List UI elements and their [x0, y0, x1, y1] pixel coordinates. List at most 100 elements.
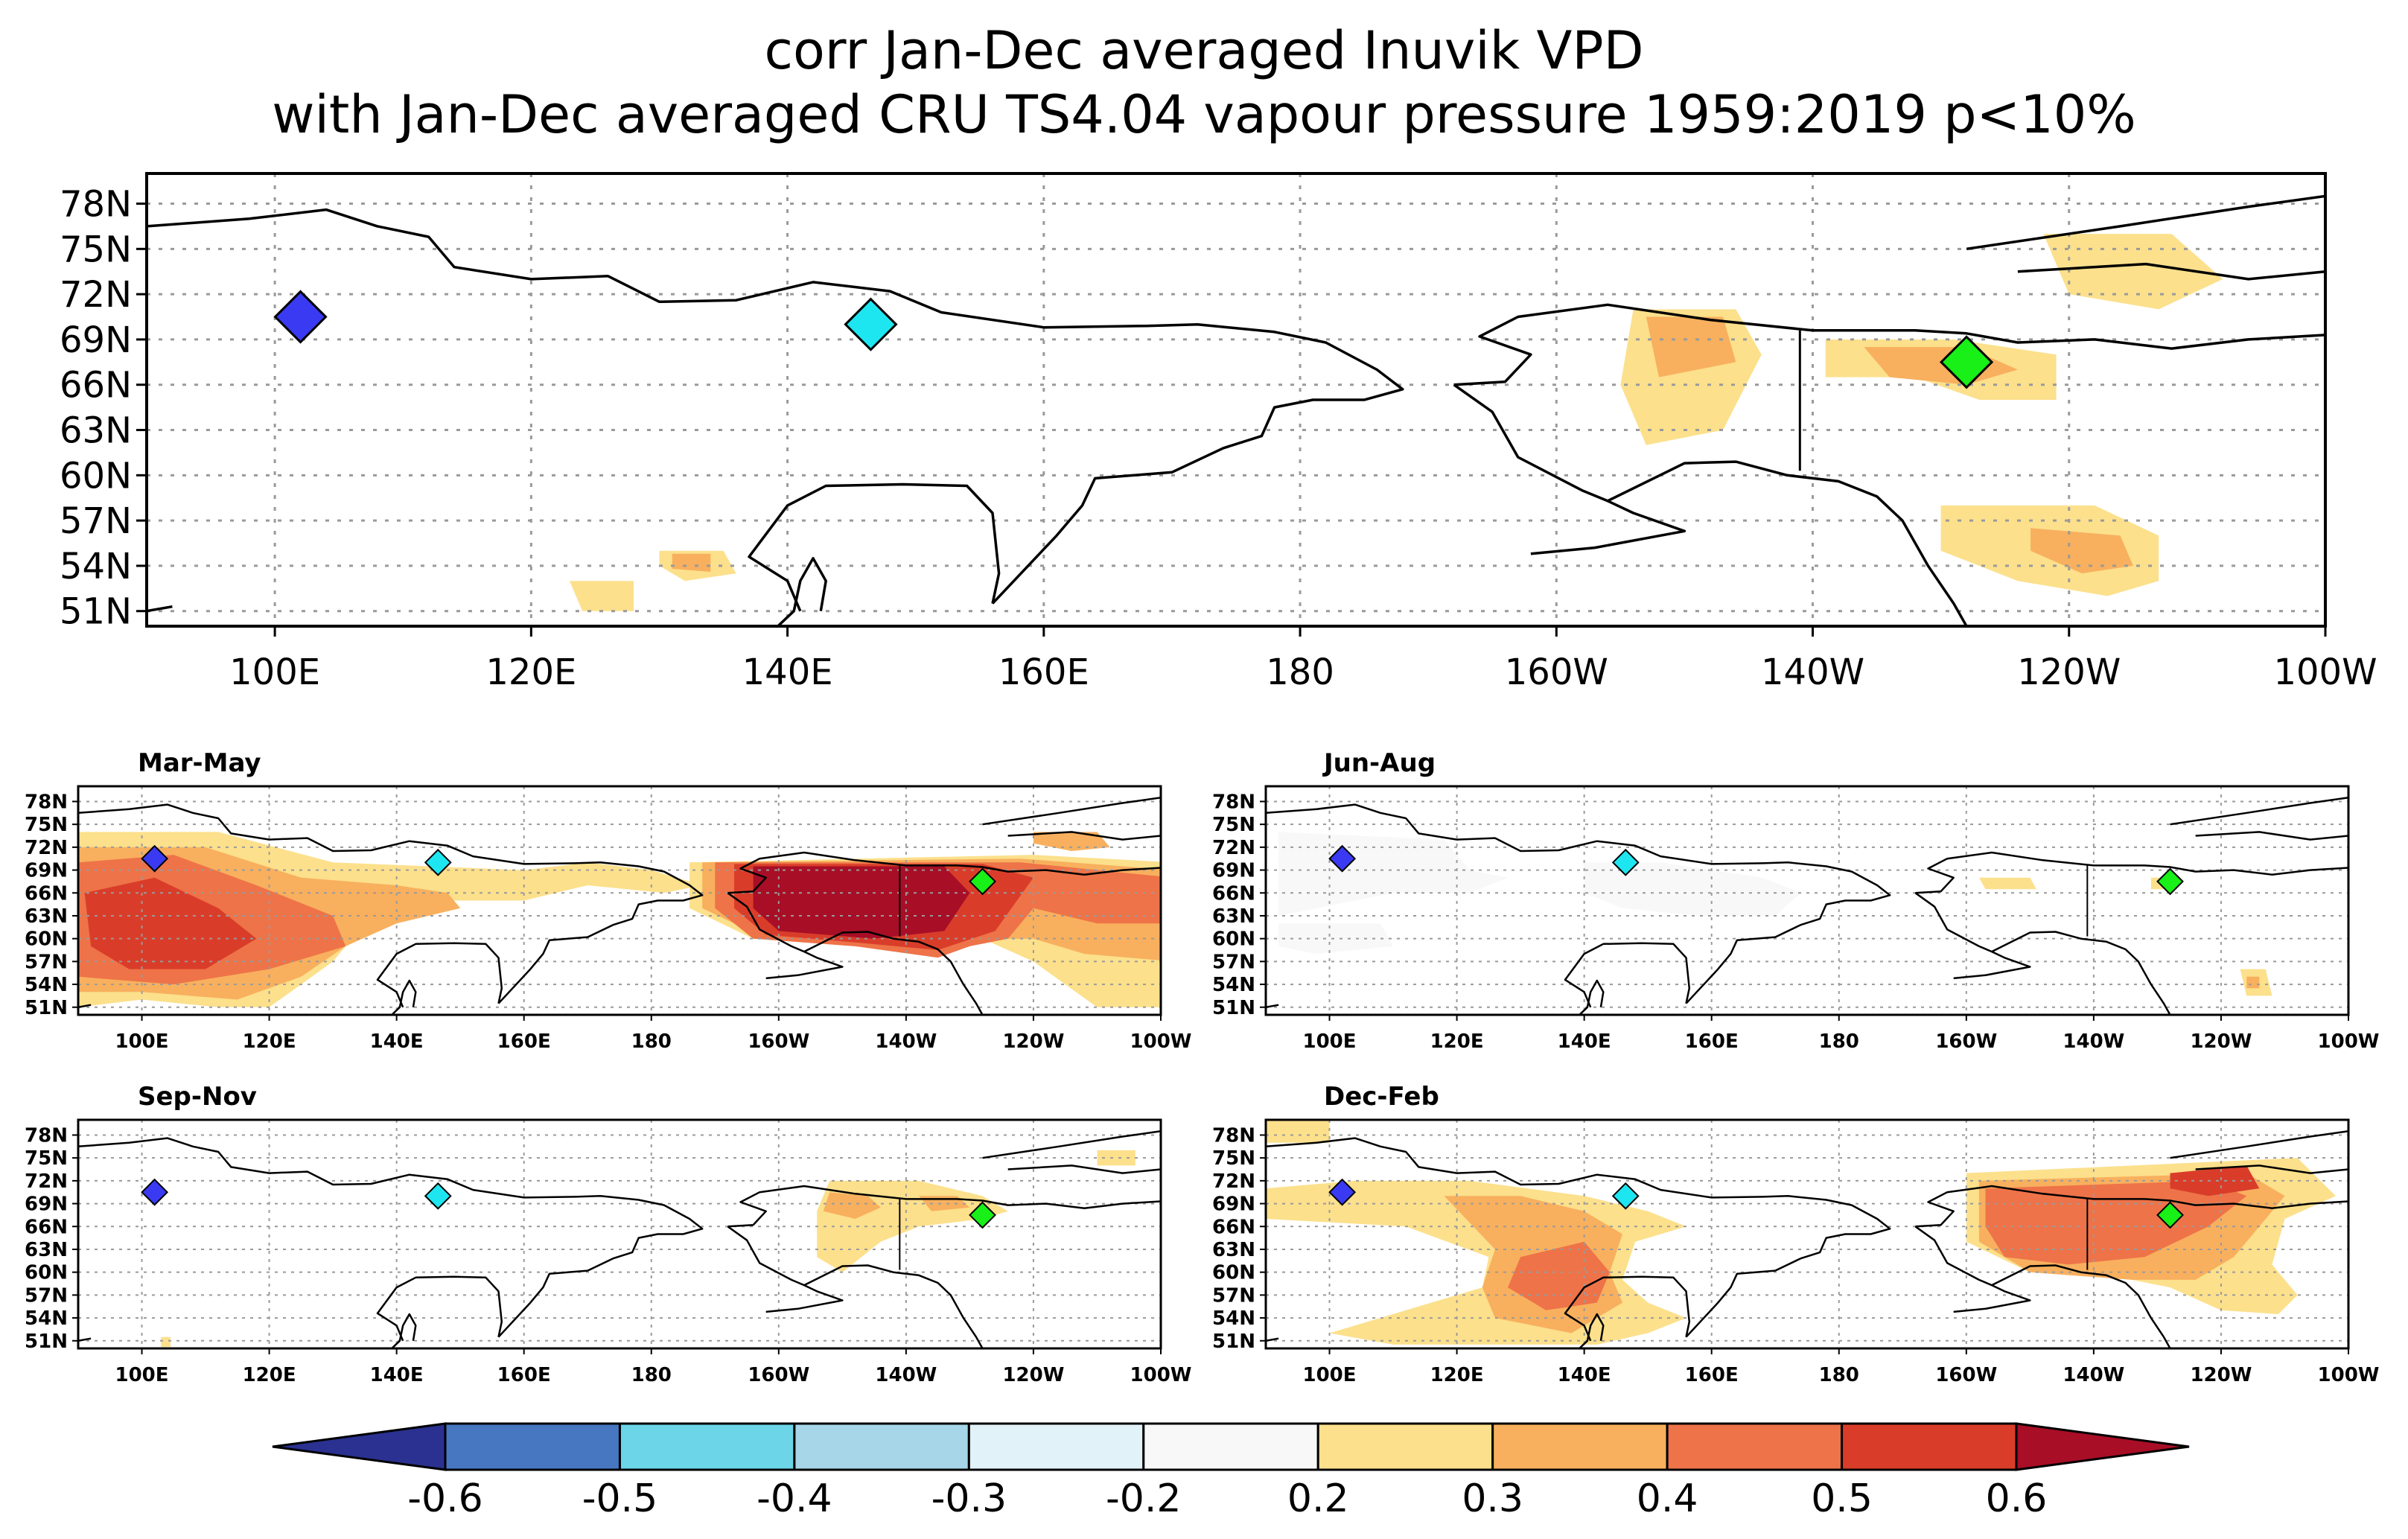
lat-tick-label: 60N — [1212, 928, 1255, 951]
grid — [1266, 1120, 2348, 1348]
lat-tick-label: 63N — [1212, 905, 1255, 928]
field-patch-6 — [2246, 976, 2260, 989]
coastline — [147, 208, 1404, 605]
colorbar-extend-low — [272, 1422, 447, 1471]
coastline — [803, 931, 984, 1015]
panel-title-son: Sep-Nov — [138, 1082, 257, 1112]
panel-title-jja: Jun-Aug — [1322, 748, 1436, 778]
colorbar-box — [1142, 1422, 1319, 1471]
lon-tick-label: 160W — [1505, 651, 1608, 693]
coastlines — [1266, 1130, 2348, 1348]
lon-tick-label: 120W — [2017, 651, 2121, 693]
coastline — [1578, 1313, 1605, 1348]
site-marker-green-site — [2156, 1201, 2184, 1229]
lon-tick-label: 140W — [2063, 1030, 2124, 1053]
coastline — [1991, 1264, 2171, 1348]
site-marker-blue-site — [141, 844, 169, 873]
field-patch-9 — [2043, 234, 2223, 310]
lat-tick-label: 66N — [25, 1216, 68, 1238]
coastline — [1453, 303, 2325, 386]
site-marker-blue-site — [141, 1178, 169, 1206]
map-frame — [1264, 1118, 2350, 1350]
panel-title-mam: Mar-May — [138, 748, 261, 778]
lat-tick-label: 60N — [25, 1262, 68, 1284]
colorbar-box — [618, 1422, 796, 1471]
field-patch-1 — [1646, 316, 1736, 377]
lon-tick-label: 140E — [370, 1030, 424, 1053]
colorbar-extend-high — [2015, 1422, 2190, 1471]
lat-tick-label: 63N — [1212, 1239, 1255, 1261]
lon-tick-label: 140W — [1761, 651, 1864, 693]
panel-title-djf: Dec-Feb — [1324, 1082, 1439, 1112]
colorbar-label: 0.4 — [1637, 1476, 1698, 1521]
coastline — [1915, 1185, 2348, 1228]
field-patch-9 — [1033, 832, 1110, 851]
coastline — [1564, 942, 1691, 1008]
colorbar-box — [1841, 1422, 2018, 1471]
coastline — [1266, 1337, 1279, 1342]
grid — [78, 1120, 1161, 1348]
field-patch-3 — [1978, 877, 2036, 890]
lat-tick-label: 57N — [25, 951, 68, 973]
coastline — [1007, 1164, 1161, 1174]
coastline — [727, 851, 1161, 894]
coastline — [803, 1264, 984, 1348]
field-patch-7 — [2170, 1165, 2260, 1197]
lon-tick-label: 180 — [631, 1364, 672, 1386]
coastline — [748, 482, 1001, 612]
lat-tick-label: 78N — [25, 1124, 68, 1147]
site-marker-cyan-site — [844, 297, 898, 351]
coastline — [982, 1130, 1161, 1159]
lon-tick-label: 120E — [1430, 1030, 1484, 1053]
lat-tick-label: 72N — [1212, 837, 1255, 859]
coastline — [78, 1137, 704, 1338]
coastline — [2170, 797, 2348, 826]
coastlines — [78, 1130, 1161, 1348]
coastline — [147, 605, 173, 613]
site-marker-cyan-site — [1611, 1182, 1640, 1210]
site-marker-cyan-site — [424, 848, 452, 876]
site-marker-green-site — [2156, 867, 2184, 896]
lon-tick-label: 120E — [1430, 1364, 1484, 1386]
lat-tick-label: 63N — [25, 1239, 68, 1261]
colorbar: -0.6 -0.5 -0.4 -0.3 -0.2 0.2 0.3 0.4 0.5 0.6 — [272, 1422, 2190, 1521]
coastline — [2170, 1130, 2348, 1159]
coastlines — [147, 194, 2325, 626]
lon-tick-label: 160E — [497, 1364, 551, 1386]
lon-tick-label: 100W — [2318, 1364, 2380, 1386]
coastline — [1266, 1004, 1279, 1009]
lat-tick-label: 75N — [25, 814, 68, 836]
coastline — [1564, 1275, 1691, 1342]
map-background — [78, 1120, 1161, 1348]
site-marker-green-site — [969, 867, 996, 896]
site-marker-blue-site — [1328, 844, 1357, 873]
lat-tick-label: 69N — [1212, 860, 1255, 882]
colorbar-label: -0.2 — [1106, 1476, 1181, 1521]
lon-tick-label: 140W — [2063, 1364, 2124, 1386]
colorbar-label: 0.6 — [1986, 1476, 2048, 1521]
lon-tick-label: 100W — [1130, 1364, 1192, 1386]
site-marker-blue-site — [1328, 1178, 1357, 1206]
lon-tick-label: 140W — [875, 1364, 937, 1386]
lat-tick-label: 51N — [1212, 1331, 1255, 1353]
lon-tick-label: 180 — [1819, 1030, 1859, 1053]
colorbar-box — [1491, 1422, 1669, 1471]
field-patch-8 — [753, 866, 970, 939]
coastline — [390, 1313, 417, 1348]
lon-tick-label: 120W — [2190, 1364, 2252, 1386]
lat-tick-label: 66N — [1212, 882, 1255, 905]
lat-tick-label: 66N — [1212, 1216, 1255, 1238]
lat-tick-label: 78N — [25, 791, 68, 813]
lon-tick-label: 140E — [742, 651, 833, 693]
lon-tick-label: 160E — [1685, 1364, 1739, 1386]
coastline — [1991, 931, 2171, 1015]
field-patch-7 — [672, 553, 711, 572]
lon-tick-label: 120W — [2190, 1030, 2252, 1053]
coastline — [1007, 831, 1161, 841]
lat-tick-label: 69N — [25, 860, 68, 882]
colorbar-label: 0.2 — [1287, 1476, 1349, 1521]
lat-tick-label: 66N — [25, 882, 68, 905]
lat-tick-label: 60N — [1212, 1262, 1255, 1284]
lon-tick-label: 100E — [229, 651, 320, 693]
